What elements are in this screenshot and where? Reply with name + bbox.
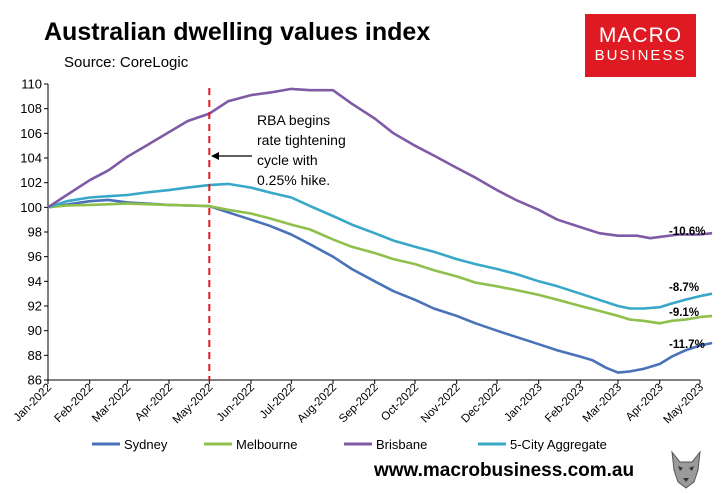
x-tick-label: Dec-2022 — [459, 382, 503, 426]
legend-label: Sydney — [124, 437, 168, 452]
chart-axes: 86 88 90 92 94 96 98 100 102 104 106 108 110 Jan-2022… — [12, 77, 706, 427]
series-line-5-city-aggregate — [47, 182, 713, 310]
series-line-melbourne — [47, 202, 713, 325]
y-tick-label: 90 — [28, 323, 42, 338]
end-label-brisbane: -10.6% — [669, 226, 705, 238]
x-tick-label: Apr-2022 — [133, 382, 175, 424]
x-tick-label: Oct-2022 — [379, 382, 421, 424]
x-tick-label: Feb-2022 — [52, 382, 95, 425]
macrobusiness-logo: MACRO BUSINESS — [585, 14, 696, 77]
annotation-arrowhead — [211, 152, 219, 160]
y-tick-label: 110 — [21, 77, 42, 92]
y-tick-label: 88 — [28, 348, 42, 363]
x-tick-label: May-2023 — [661, 382, 706, 427]
y-tick-label: 106 — [20, 126, 42, 141]
y-tick-label: 86 — [28, 373, 42, 388]
chart-source: Source: CoreLogic — [64, 54, 189, 71]
y-tick-label: 94 — [28, 274, 42, 289]
x-tick-label: Jan-2022 — [12, 382, 54, 424]
x-tick-label: Mar-2022 — [90, 382, 133, 425]
x-tick-label: Aug-2022 — [295, 382, 339, 426]
page-title: Australian dwelling values index — [44, 18, 431, 46]
chart-series: -11.7% -9.1% -10.6% -8.7% — [47, 87, 713, 374]
legend-label: Brisbane — [376, 437, 427, 452]
x-tick-label: Jul-2022 — [258, 382, 298, 422]
y-tick-label: 104 — [20, 151, 42, 166]
chart-annotation: RBA begins rate tightening cycle with 0.25%… — [208, 88, 346, 380]
x-tick-label: Jun-2022 — [215, 382, 257, 424]
annotation-text-line: 0.25% hike. — [257, 172, 330, 188]
end-label-5-city-aggregate: -8.7% — [669, 282, 699, 294]
x-tick-label: Feb-2023 — [543, 382, 586, 425]
series-line-sydney — [47, 198, 713, 374]
x-tick-label: Jan-2023 — [502, 382, 544, 424]
chart-legend: Sydney Melbourne Brisbane 5-City Aggregate — [92, 437, 607, 452]
y-tick-label: 108 — [20, 101, 42, 116]
x-tick-label: Nov-2022 — [419, 382, 463, 426]
x-tick-label: Apr-2023 — [624, 382, 666, 424]
annotation-text-line: cycle with — [257, 152, 318, 168]
legend-label: 5-City Aggregate — [510, 437, 607, 452]
annotation-text-line: RBA begins — [257, 112, 330, 128]
series-line-brisbane — [47, 87, 713, 240]
wolf-logo-icon — [671, 450, 701, 489]
logo-line-1: MACRO — [598, 24, 683, 47]
footer-website: www.macrobusiness.com.au — [374, 460, 635, 481]
x-tick-label: Mar-2023 — [581, 382, 624, 425]
logo-line-2: BUSINESS — [594, 47, 687, 64]
end-label-melbourne: -9.1% — [669, 307, 699, 319]
y-tick-label: 92 — [28, 299, 42, 314]
x-tick-label: May-2022 — [171, 382, 216, 427]
legend-label: Melbourne — [236, 437, 297, 452]
y-tick-label: 98 — [28, 225, 42, 240]
y-tick-label: 96 — [28, 249, 42, 264]
x-tick-label: Sep-2022 — [337, 382, 381, 426]
y-tick-label: 102 — [20, 175, 42, 190]
end-label-sydney: -11.7% — [669, 339, 705, 351]
annotation-text-line: rate tightening — [257, 132, 346, 148]
y-tick-label: 100 — [20, 200, 42, 215]
